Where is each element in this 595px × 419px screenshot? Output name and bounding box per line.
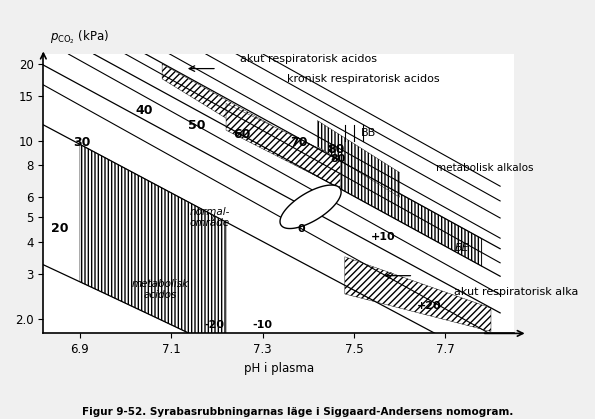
Text: 70: 70 — [290, 137, 308, 150]
Polygon shape — [80, 144, 226, 334]
X-axis label: pH i plasma: pH i plasma — [243, 362, 314, 375]
Polygon shape — [162, 64, 272, 146]
Text: normal-
område: normal- område — [190, 207, 230, 228]
Text: +20: +20 — [417, 300, 441, 310]
Text: +10: +10 — [371, 232, 396, 242]
Text: 50: 50 — [187, 119, 205, 132]
Text: metabolisk
acidos: metabolisk acidos — [131, 279, 189, 300]
Polygon shape — [345, 257, 491, 331]
Text: -20: -20 — [205, 321, 225, 331]
Polygon shape — [226, 103, 340, 188]
Text: akut respiratorisk alka: akut respiratorisk alka — [455, 287, 579, 297]
Text: BB: BB — [361, 128, 376, 138]
Text: Figur 9-52. Syrabasrubbningarnas läge i Siggaard-Andersens nomogram.: Figur 9-52. Syrabasrubbningarnas läge i … — [82, 407, 513, 417]
Text: $p_{\mathrm{CO_2}}$ (kPa): $p_{\mathrm{CO_2}}$ (kPa) — [50, 28, 109, 46]
Text: 30: 30 — [74, 137, 91, 150]
Text: akut respiratorisk acidos: akut respiratorisk acidos — [240, 54, 377, 64]
Text: 20: 20 — [51, 222, 68, 235]
Polygon shape — [317, 121, 400, 197]
Polygon shape — [308, 143, 482, 266]
Text: 60: 60 — [233, 128, 250, 141]
Text: 40: 40 — [135, 103, 152, 116]
Polygon shape — [280, 185, 341, 228]
Text: kronisk respiratorisk acidos: kronisk respiratorisk acidos — [287, 74, 439, 84]
Text: 80: 80 — [330, 154, 346, 164]
Text: -10: -10 — [253, 321, 273, 331]
Text: 80: 80 — [327, 143, 345, 156]
Text: metabolisk alkalos: metabolisk alkalos — [436, 163, 534, 173]
Text: 0: 0 — [298, 224, 305, 234]
Text: BE: BE — [455, 243, 469, 253]
